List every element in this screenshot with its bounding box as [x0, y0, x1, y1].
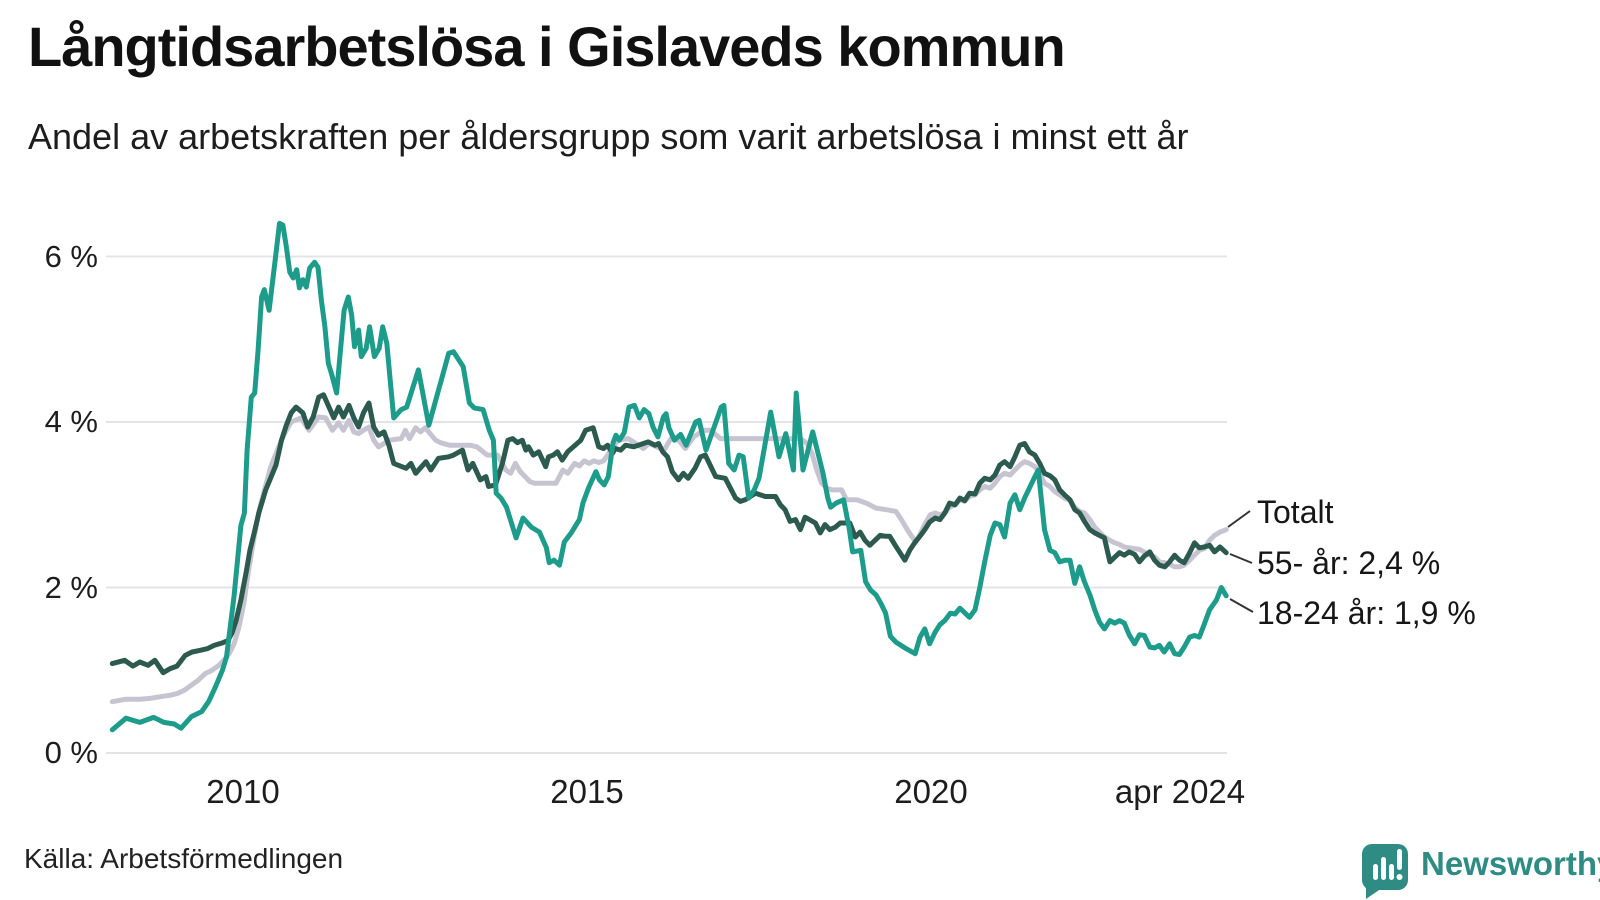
newsworthy-brand-name: Newsworthy: [1421, 845, 1600, 882]
line-55-ar: [109, 392, 1229, 676]
source-note: Källa: Arbetsförmedlingen: [24, 843, 344, 874]
x-axis-tick-2015: 2015: [550, 773, 624, 810]
label-connector-55-ar: [1229, 553, 1253, 564]
y-axis-tick-2: 2 %: [44, 570, 98, 605]
y-axis-tick-6: 6 %: [44, 239, 98, 274]
series-label-18-24-ar: 18-24 år: 1,9 %: [1257, 595, 1476, 631]
label-connector-totalt: [1227, 510, 1251, 528]
y-axis-tick-4: 4 %: [44, 404, 98, 439]
line-18-24-ar: [109, 220, 1229, 733]
series-label-totalt: Totalt: [1257, 494, 1334, 530]
x-axis-tick-2010: 2010: [206, 773, 280, 810]
series-label-55-ar: 55- år: 2,4 %: [1257, 545, 1441, 581]
gridlines: [106, 255, 1227, 754]
page-title: Långtidsarbetslösa i Gislaveds kommun: [28, 15, 1066, 78]
x-axis-tick-apr-2024: apr 2024: [1114, 773, 1246, 810]
label-connector-18-24-ar: [1229, 598, 1254, 613]
y-axis-tick-0: 0 %: [44, 735, 98, 770]
page-subtitle: Andel av arbetskraften per åldersgrupp s…: [28, 116, 1189, 157]
newsworthy-logo-icon: [1362, 844, 1408, 899]
x-axis-tick-2020: 2020: [894, 773, 968, 810]
